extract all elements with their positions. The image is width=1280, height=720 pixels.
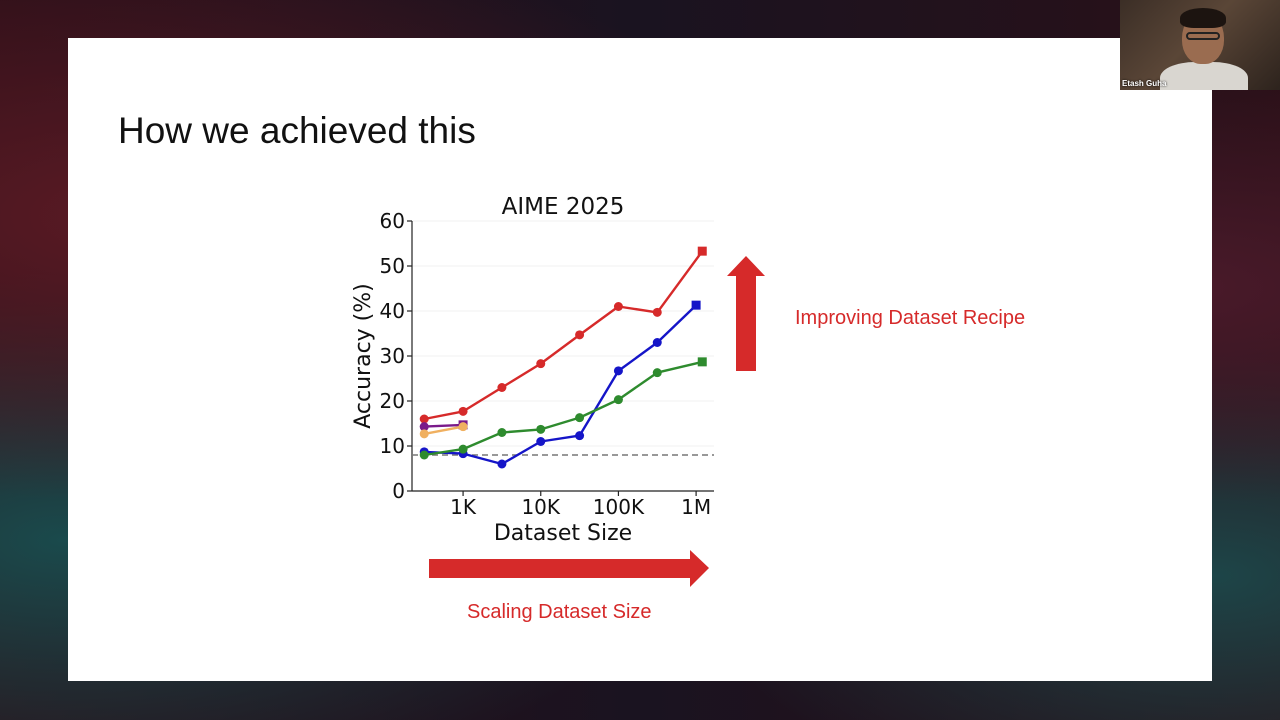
series-point xyxy=(497,459,507,469)
series-line xyxy=(424,304,697,466)
series-point xyxy=(536,437,546,446)
x-tick-label: 10K xyxy=(521,495,560,519)
chart-plot-area: 0 10 20 30 40 50 60 1K 10K 100K 1M AIME 2025 Dataset… xyxy=(351,194,714,546)
series-point-square xyxy=(697,246,707,256)
series-point xyxy=(652,338,662,347)
series-point xyxy=(458,444,468,454)
participant-name-label: Etash Guha xyxy=(1122,79,1167,88)
series-point xyxy=(419,450,429,460)
y-tick-label: 10 xyxy=(380,434,405,458)
series-point xyxy=(613,302,623,311)
series-point xyxy=(652,307,662,317)
recipe-arrow-label: Improving Dataset Recipe xyxy=(795,307,1026,329)
series-point xyxy=(458,422,468,432)
presentation-slide: How we achieved this 0 10 20 30 40 50 60 1K 10K 1… xyxy=(68,38,1212,681)
aime-chart: 0 10 20 30 40 50 60 1K 10K 100K 1M AIME 2025 Dataset… xyxy=(351,194,765,587)
series-line xyxy=(423,425,464,436)
series-line xyxy=(424,423,464,428)
series-point xyxy=(536,424,546,434)
x-tick-label: 1K xyxy=(450,495,477,519)
scaling-arrow-label: Scaling Dataset Size xyxy=(467,601,652,623)
series-line xyxy=(424,360,703,457)
y-tick-label: 0 xyxy=(392,479,405,503)
participant-hair xyxy=(1180,8,1226,28)
participant-glasses xyxy=(1186,32,1220,40)
series-point xyxy=(419,414,429,424)
series-line xyxy=(423,250,704,421)
up-arrow-icon xyxy=(727,256,765,371)
series-point-square xyxy=(691,300,701,310)
participant-shoulders xyxy=(1160,62,1248,90)
y-axis-label: Accuracy (%) xyxy=(351,283,376,429)
series-point xyxy=(613,366,623,376)
series-point xyxy=(575,431,585,441)
y-tick-label: 50 xyxy=(380,254,405,278)
series-point xyxy=(536,359,546,369)
series-point xyxy=(419,422,429,432)
x-tick-label: 100K xyxy=(593,495,645,519)
series-point xyxy=(497,428,507,437)
slide-title: How we achieved this xyxy=(118,110,476,151)
series-point xyxy=(613,395,623,405)
participant-video-tile[interactable]: Etash Guha xyxy=(1120,0,1280,90)
x-tick-label: 1M xyxy=(681,495,711,519)
series-point xyxy=(575,330,585,340)
y-tick-label: 40 xyxy=(380,299,405,323)
y-tick-label: 30 xyxy=(380,344,405,368)
series-point xyxy=(497,383,507,392)
series-point xyxy=(458,406,468,416)
y-tick-label: 20 xyxy=(380,389,405,413)
x-axis-label: Dataset Size xyxy=(494,521,632,546)
y-tick-label: 60 xyxy=(380,209,405,233)
series-point xyxy=(575,413,585,423)
series-point xyxy=(419,429,429,439)
chart-title: AIME 2025 xyxy=(502,194,625,220)
series-point-square xyxy=(697,357,707,367)
right-arrow-icon xyxy=(429,550,709,587)
series-point xyxy=(652,368,662,378)
